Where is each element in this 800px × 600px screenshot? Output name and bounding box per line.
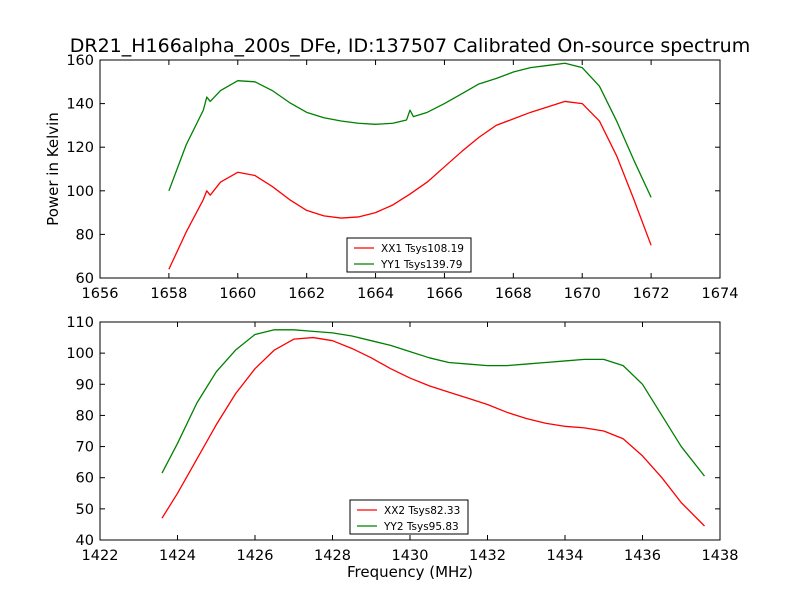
legend-label: YY2 Tsys95.83 [383, 521, 459, 533]
series-line-1-1 [168, 100, 652, 270]
y-tick-label: 80 [76, 227, 94, 243]
y-tick-label: 140 [66, 97, 94, 113]
y-tick-label: 40 [76, 533, 94, 549]
chart-panel-2: 1422 1424 1426 1428 1430 1432 1434 1436 1438 40 50… [66, 315, 738, 581]
series-line-2-2 [161, 329, 706, 477]
y-tick-label: 70 [76, 440, 94, 456]
x-tick-label: 1426 [237, 548, 274, 564]
x-tick-label: 1670 [564, 286, 601, 302]
x-tick-label: 1438 [702, 548, 739, 564]
x-tick-label: 1434 [547, 548, 584, 564]
x-tick-label: 1666 [426, 286, 463, 302]
plot-frame [99, 59, 721, 279]
x-tick-label: 1664 [357, 286, 394, 302]
legend-label: XX2 Tsys82.33 [384, 505, 460, 517]
x-tick-label: 1428 [314, 548, 351, 564]
y-tick-label: 110 [66, 315, 94, 331]
chart-panel-1: 1656 1658 1660 1662 1664 1666 1668 1670 1672 1674… [44, 53, 738, 302]
y-tick-label: 80 [76, 408, 94, 424]
x-tick-label: 1422 [82, 548, 119, 564]
legend-label: YY1 Tsys139.79 [380, 259, 462, 271]
legend: XX2 Tsys82.33 YY2 Tsys95.83 [349, 499, 469, 535]
legend: XX1 Tsys108.19 YY1 Tsys139.79 [346, 237, 472, 273]
x-tick-label: 1432 [469, 548, 506, 564]
x-tick-label: 1430 [392, 548, 429, 564]
legend-box [349, 499, 469, 535]
y-tick-label: 120 [66, 140, 94, 156]
x-axis-label: Frequency (MHz) [347, 563, 473, 581]
y-tick-label: 60 [76, 271, 94, 287]
y-tick-label: 50 [76, 502, 94, 518]
x-tick-label: 1674 [702, 286, 739, 302]
figure-title: DR21_H166alpha_200s_DFe, ID:137507 Calib… [69, 35, 751, 57]
x-tick-label: 1424 [159, 548, 196, 564]
x-tick-label: 1662 [288, 286, 325, 302]
x-tick-label: 1660 [219, 286, 256, 302]
x-tick-label: 1668 [495, 286, 532, 302]
y-tick-label: 90 [76, 377, 94, 393]
series-line-1-2 [168, 62, 652, 198]
y-axis-label: Power in Kelvin [44, 112, 62, 226]
y-tick-label: 100 [66, 346, 94, 362]
y-tick-label: 160 [66, 53, 94, 69]
legend-label: XX1 Tsys108.19 [381, 243, 464, 255]
y-tick-label: 60 [76, 471, 94, 487]
x-tick-label: 1436 [624, 548, 661, 564]
series-line-2-1 [161, 336, 705, 527]
legend-box [346, 237, 472, 273]
x-tick-label: 1658 [150, 286, 187, 302]
x-tick-label: 1672 [633, 286, 670, 302]
x-tick-label: 1656 [82, 286, 119, 302]
y-tick-label: 100 [66, 184, 94, 200]
